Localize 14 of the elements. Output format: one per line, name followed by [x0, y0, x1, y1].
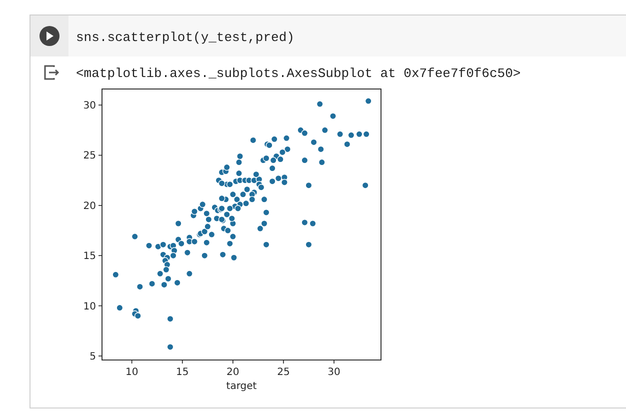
y-tick-label: 20: [83, 200, 96, 212]
x-tick-label: 20: [226, 367, 240, 378]
x-tick-label: 15: [176, 367, 189, 378]
y-tick-label: 10: [83, 301, 96, 312]
y-tick-label: 30: [83, 100, 96, 112]
y-tick-label: 5: [90, 351, 96, 362]
x-tick-label: 25: [277, 367, 290, 378]
text: sns.scatterplot(y_test,pred): [76, 30, 294, 45]
y-tick-label: 15: [83, 251, 96, 262]
text: <matplotlib.axes._subplots.AxesSubplot at 0x7fee7f0f6c50>: [76, 66, 521, 81]
x-tick-label: 30: [328, 367, 340, 378]
x-tick-label: 10: [125, 367, 138, 378]
x-axis-title: target: [226, 381, 257, 392]
y-tick-label: 25: [83, 150, 96, 162]
